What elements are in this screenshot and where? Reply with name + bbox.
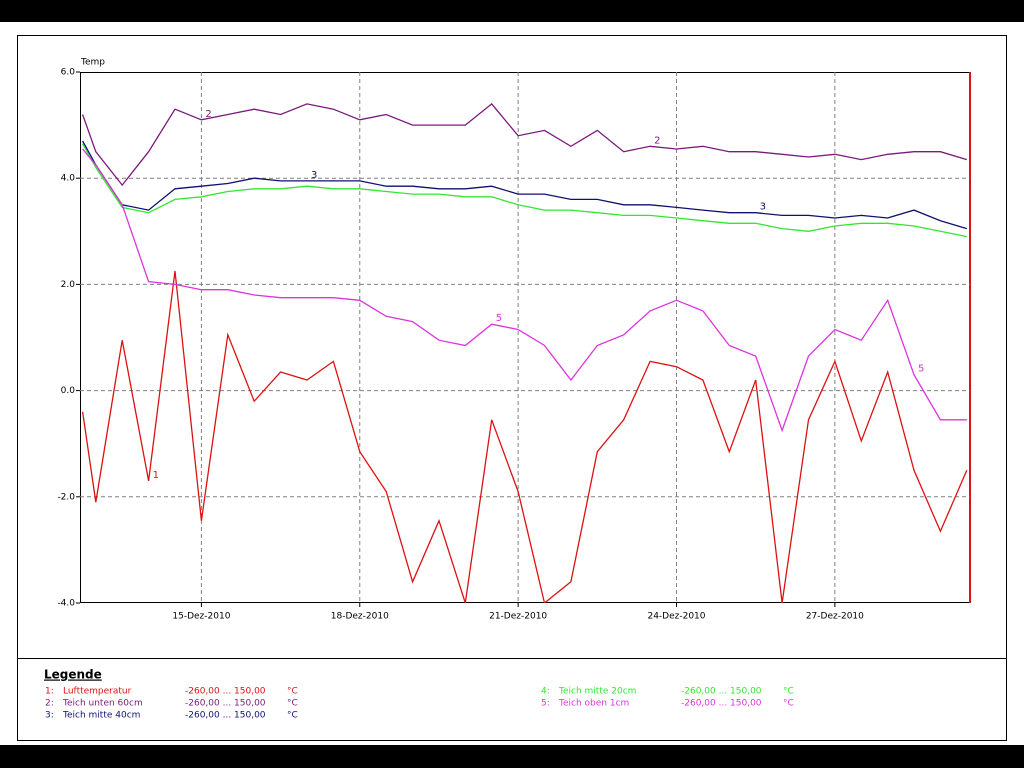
legend-range: -260,00 ... 150,00 [681,687,762,697]
y-tick-label: 4.0 [61,174,76,184]
legend-title: Legende [44,668,102,682]
series-line [81,102,967,187]
curve-label: 2 [654,135,660,146]
series-line [82,148,967,433]
legend-key: 4: [541,687,550,697]
legend-key: 2: [45,699,54,709]
y-tick-label: -4.0 [57,599,75,609]
legend-key: 5: [541,699,550,709]
legend-name: Lufttemperatur [63,687,132,697]
page-background [0,22,1024,745]
x-tick-label: 21-Dez-2010 [489,612,547,622]
curve-label: 3 [760,202,766,213]
legend-unit: °C [287,711,298,721]
y-tick-label: 6.0 [61,68,76,78]
legend-unit: °C [287,687,298,697]
x-tick-label: 18-Dez-2010 [331,612,389,622]
series-line [82,140,967,230]
legend-key: 3: [45,711,54,721]
frame [17,35,1007,741]
curve-label: 1 [153,470,159,481]
curve-label: 2 [205,109,211,120]
legend-name: Teich unten 60cm [62,699,143,709]
curve-label: 5 [496,313,502,324]
legend-unit: °C [287,699,298,709]
legend-unit: °C [783,687,794,697]
curve-label: 3 [311,170,317,181]
series-line [82,143,967,238]
legend-range: -260,00 ... 150,00 [185,711,266,721]
legend-range: -260,00 ... 150,00 [185,699,266,709]
y-tick-label: 2.0 [61,280,76,290]
y-tick-label: -2.0 [57,492,75,502]
y-tick-label: 0.0 [61,386,76,396]
legend-range: -260,00 ... 150,00 [185,687,266,697]
curve-label: 5 [918,364,924,375]
y-axis-label: Temp [80,58,105,68]
legend-name: Teich mitte 20cm [558,687,636,697]
x-tick-label: 15-Dez-2010 [172,612,230,622]
series-line [81,271,968,603]
legend-unit: °C [783,699,794,709]
x-tick-label: 27-Dez-2010 [806,612,864,622]
legend-name: Teich oben 1cm [558,699,629,709]
x-tick-label: 24-Dez-2010 [647,612,705,622]
legend-name: Teich mitte 40cm [62,711,140,721]
legend-range: -260,00 ... 150,00 [681,699,762,709]
legend-key: 1: [45,687,54,697]
